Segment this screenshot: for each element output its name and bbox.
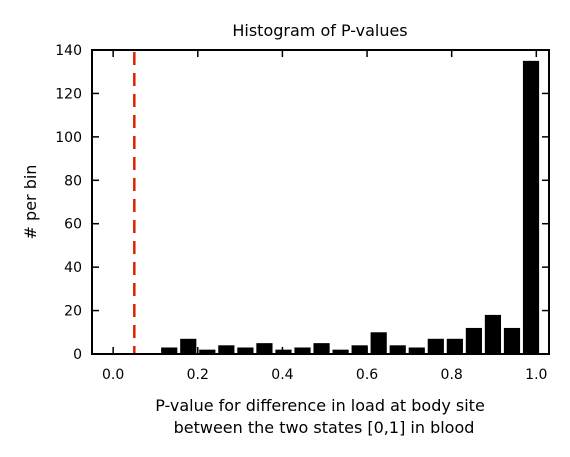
y-tick-label-3: 60: [64, 217, 82, 233]
histogram-bar-19: [522, 60, 540, 354]
histogram-bar-14: [427, 338, 444, 354]
x-tick-label-2: 0.4: [271, 367, 293, 383]
bars-group: [161, 60, 540, 354]
x-tick-label-1: 0.2: [187, 367, 209, 383]
histogram-bar-8: [313, 343, 330, 354]
histogram-bar-7: [294, 347, 311, 354]
axis-ticks-group: 0.0 0.2 0.4 0.6 0.8 1.0 0 20 40 60 80 100 120 140: [55, 43, 549, 383]
x-tick-label-3: 0.6: [356, 367, 378, 383]
y-tick-label-1: 20: [64, 304, 82, 320]
y-tick-label-0: 0: [73, 347, 82, 363]
histogram-bar-13: [408, 347, 425, 354]
x-axis-label-line1: P-value for difference in load at body s…: [155, 396, 485, 415]
y-tick-label-6: 120: [55, 86, 82, 102]
x-tick-label-0: 0.0: [102, 367, 124, 383]
histogram-bar-10: [351, 345, 368, 354]
y-tick-label-5: 100: [55, 130, 82, 146]
histogram-bar-15: [446, 338, 463, 354]
histogram-bar-6: [275, 349, 292, 354]
y-axis-label: # per bin: [21, 165, 40, 240]
histogram-bar-5: [256, 343, 273, 354]
y-tick-label-7: 140: [55, 43, 82, 59]
x-tick-label-4: 0.8: [441, 367, 463, 383]
histogram-bar-0: [161, 347, 178, 354]
histogram-bar-11: [370, 332, 387, 354]
histogram-bar-1: [180, 338, 197, 354]
histogram-bar-3: [218, 345, 235, 354]
histogram-bar-17: [484, 314, 502, 354]
histogram-bar-9: [332, 349, 349, 354]
histogram-bar-4: [237, 347, 254, 354]
chart-title: Histogram of P-values: [232, 21, 407, 40]
histogram-bar-18: [503, 327, 521, 354]
x-tick-label-5: 1.0: [525, 367, 547, 383]
x-axis-label-line2: between the two states [0,1] in blood: [174, 418, 475, 437]
histogram-bar-16: [465, 327, 482, 354]
histogram-bar-12: [389, 345, 406, 354]
y-tick-label-2: 40: [64, 260, 82, 276]
y-tick-label-4: 80: [64, 173, 82, 189]
histogram-bar-2: [199, 349, 216, 354]
plot-frame: [91, 49, 550, 355]
